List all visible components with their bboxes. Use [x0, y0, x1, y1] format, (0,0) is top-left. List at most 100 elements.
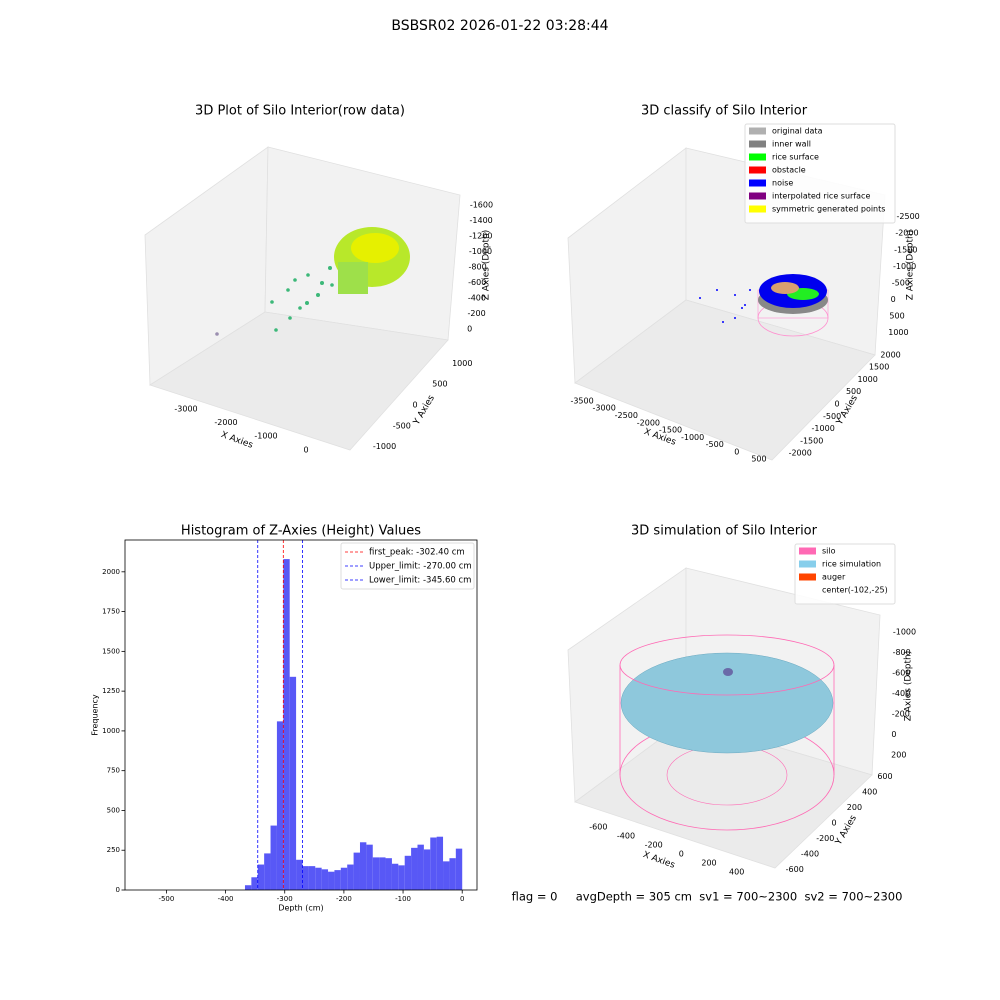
y-tick-label: 0 [832, 819, 837, 828]
bar [391, 863, 399, 890]
bar [379, 857, 386, 890]
legend-label: symmetric generated points [772, 205, 885, 214]
x-tick-label: -2500 [615, 411, 638, 420]
legend-label: rice surface [772, 153, 819, 162]
panes-4 [567, 567, 881, 869]
auger [723, 668, 733, 676]
y-axis-label: Frequency [91, 694, 100, 736]
bar [353, 852, 360, 890]
y-tick-label: 0 [835, 400, 840, 409]
x-tick-label: -400 [218, 895, 234, 903]
x-tick-label: -200 [336, 895, 352, 903]
y-tick-label: 1500 [102, 647, 120, 655]
panes-1 [144, 146, 461, 451]
legend-label: first_peak: -302.40 cm [369, 548, 465, 558]
y-tick-label: 400 [862, 788, 877, 797]
bar [321, 869, 329, 890]
z-tick-label: -400 [468, 294, 486, 303]
y-tick-label: -1000 [373, 442, 396, 451]
bar [270, 825, 277, 890]
y-tick-label: 1000 [102, 727, 120, 735]
legend-swatch [749, 140, 766, 148]
z-axis-label: Z Axies (Depth) [904, 651, 914, 722]
bar [283, 559, 290, 890]
y-tick-label: 500 [432, 380, 447, 389]
footer: flag = 0 avgDepth = 305 cm sv1 = 700~230… [512, 890, 903, 904]
x-tick-label: 0 [679, 850, 684, 859]
y-tick-label: 200 [847, 803, 862, 812]
bar [398, 865, 405, 890]
y-tick-label: 1250 [102, 687, 120, 695]
bar [372, 857, 380, 890]
z-tick-label: -1000 [893, 262, 916, 271]
bar [423, 849, 431, 890]
y-tick-label: 750 [107, 767, 120, 775]
legend-box [744, 123, 896, 224]
z-tick-label: 200 [891, 750, 906, 759]
bar [264, 853, 271, 890]
x-tick-label: -100 [395, 895, 411, 903]
x-tick-label: -400 [617, 832, 635, 841]
bar [315, 867, 322, 890]
x-tick-label: -2000 [214, 418, 237, 427]
z-tick-label: -1000 [893, 628, 916, 637]
legend-swatch [749, 179, 766, 187]
x-tick-label: -1000 [681, 433, 704, 442]
pane [574, 719, 873, 869]
scatter-points [215, 266, 334, 336]
x-tick-label: -3000 [593, 404, 616, 413]
legend-box [794, 543, 896, 605]
rice-disc [620, 652, 834, 754]
legend-label: Upper_limit: -270.00 cm [369, 562, 472, 572]
y-tick-label: 1500 [869, 363, 889, 372]
bar [359, 842, 367, 890]
x-axis-label: Depth (cm) [278, 904, 323, 913]
bar [385, 858, 392, 890]
pane [574, 299, 876, 461]
legend-label: inner wall [772, 140, 811, 149]
panel-title: 3D Plot of Silo Interior(row data) [195, 104, 405, 119]
y-tick-label: -1500 [800, 436, 823, 445]
bar [443, 861, 450, 890]
bar [340, 867, 348, 890]
z-tick-label: -400 [892, 689, 910, 698]
z-tick-label: 1000 [888, 328, 908, 337]
z-tick-label: -1600 [470, 200, 493, 209]
legend-swatch [799, 547, 816, 555]
z-tick-label: -200 [892, 709, 910, 718]
z-tick-label: -2500 [897, 212, 920, 221]
z-tick-label: -800 [893, 648, 911, 657]
x-tick-label: -3500 [570, 396, 593, 405]
bar [455, 848, 463, 890]
legend-label: rice simulation [822, 560, 881, 569]
axes-frame [124, 539, 478, 891]
bar [302, 866, 309, 890]
bar [430, 837, 437, 890]
y-tick-label: -400 [801, 849, 819, 858]
z-tick-label: -500 [892, 278, 910, 287]
z-tick-label: 0 [891, 730, 896, 739]
bar [417, 844, 424, 890]
z-tick-label: -1200 [469, 231, 492, 240]
y-tick-label: -600 [786, 865, 804, 874]
y-tick-label: 600 [877, 772, 892, 781]
z-tick-label: 500 [889, 312, 904, 321]
y-tick-label: 1000 [857, 375, 877, 384]
legend-swatch [799, 573, 816, 581]
legend-label: interpolated rice surface [772, 192, 870, 201]
bar [347, 864, 354, 890]
legend-swatch [799, 560, 816, 568]
x-tick-label: -1500 [659, 426, 682, 435]
panel-title: 3D simulation of Silo Interior [631, 524, 818, 539]
y-tick-label: 250 [107, 846, 120, 854]
z-tick-label: -1400 [470, 216, 493, 225]
y-tick-label: 2000 [102, 568, 120, 576]
legend-label: obstacle [772, 166, 806, 175]
y-tick-label: -200 [816, 834, 834, 843]
x-tick-label: -3000 [174, 404, 197, 413]
panel-title: Histogram of Z-Axies (Height) Values [181, 524, 421, 539]
figure-title: BSBSR02 2026-01-22 03:28:44 [391, 18, 608, 34]
x-tick-label: 0 [303, 445, 308, 454]
bar [296, 859, 303, 890]
bar [328, 871, 335, 890]
